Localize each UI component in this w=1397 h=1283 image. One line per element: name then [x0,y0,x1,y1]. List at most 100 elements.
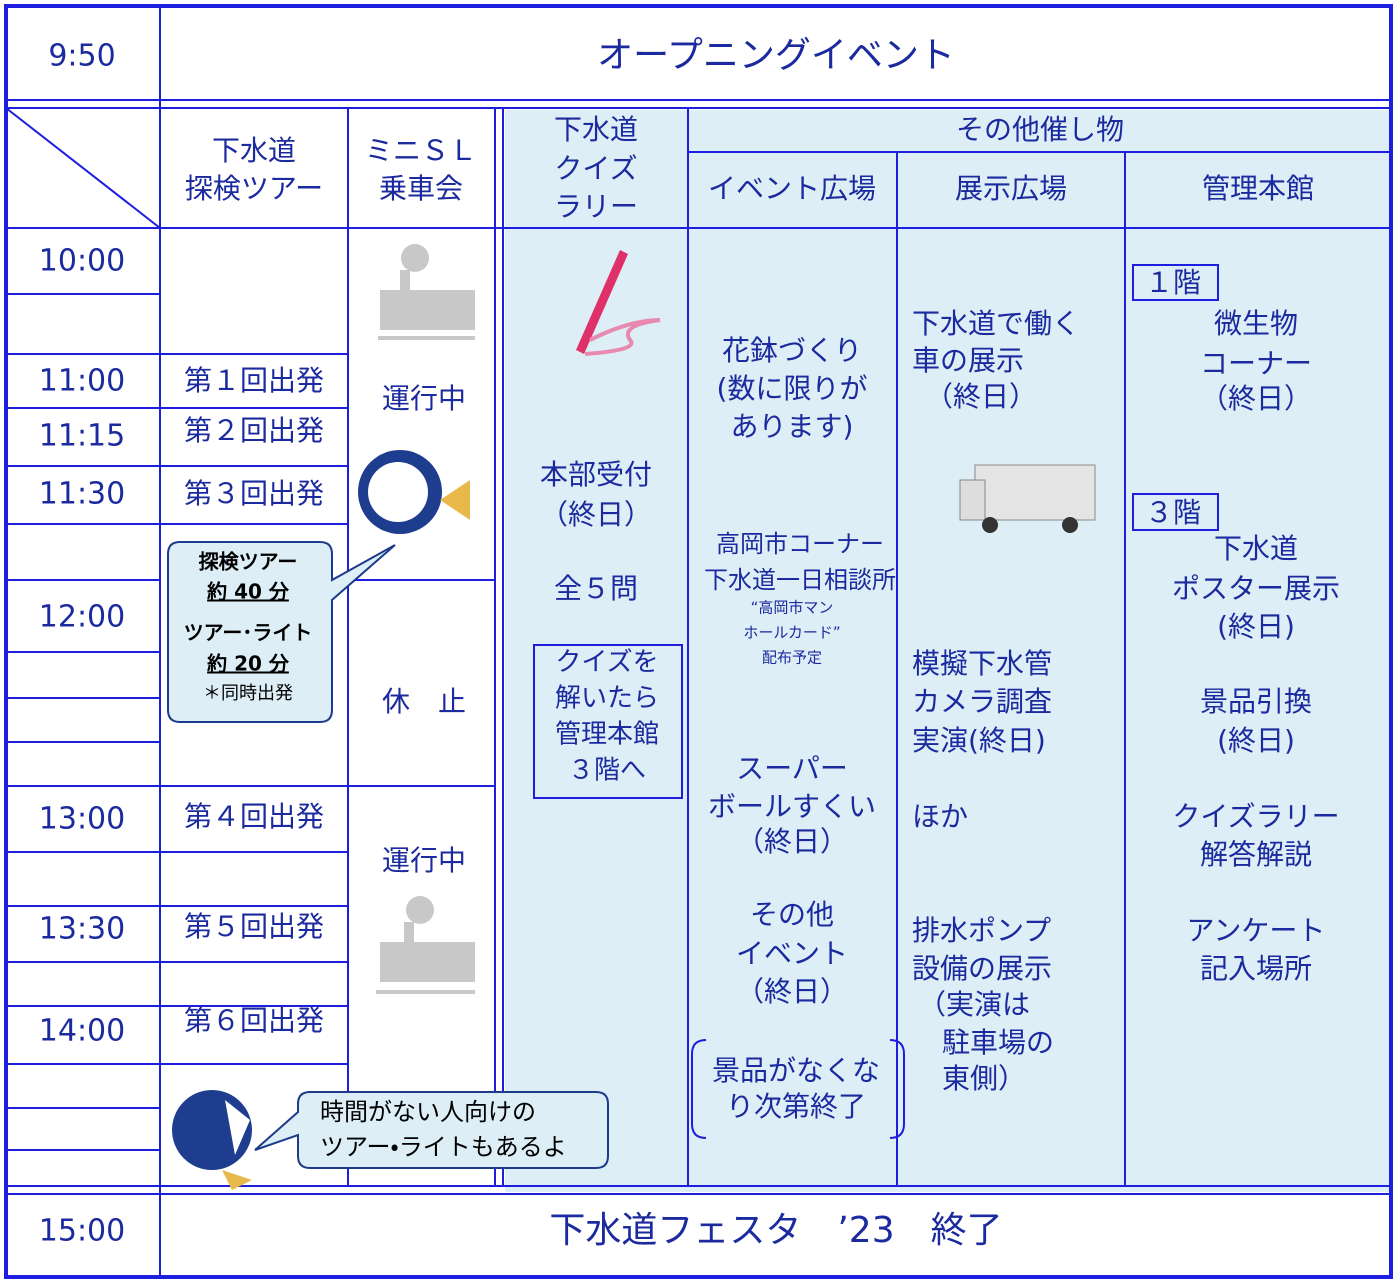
speech-text: 時間がない人向けの [320,1098,536,1126]
column-header: クイズ [554,152,637,185]
event-text: 景品がなくな [712,1054,880,1087]
column-header: 下水道 [554,113,638,146]
event-text: 下水道一日相談所 [704,566,896,594]
time-label: 11:15 [39,419,125,454]
quiz-text: （終日） [540,498,652,531]
illustrations [172,244,1096,1190]
tour-departure: 第２回出発 [184,414,324,447]
tour-departure: 第４回出発 [184,800,324,833]
time-label: 13:00 [39,802,125,837]
event-text: ボールすくい [708,790,876,823]
event-text: 花鉢づくり [722,334,862,367]
quiz-note: クイズを [555,648,658,678]
boxes [533,264,1219,1139]
time-label: 12:00 [39,600,125,635]
exhibit-text: 東側） [942,1062,1026,1095]
event-text: （終日） [736,975,848,1008]
tour-note: 探検ツアー [199,550,298,574]
time-label: 14:00 [39,1014,125,1049]
event-text: イベント [736,937,848,970]
hall-text: クイズラリー [1172,800,1339,833]
event-text: その他 [750,898,834,931]
hall-text: (終日) [1217,724,1295,757]
tour-bubble [167,541,396,723]
event-text: 配布予定 [762,649,822,667]
train-icon [378,244,475,340]
event-text: ホールカード” [743,624,840,642]
time-label: 11:30 [39,477,125,512]
tour-departure: 第３回出発 [184,477,324,510]
event-text: “高岡市マン [751,599,834,617]
sl-status: 休 止 [382,685,466,718]
speech-bubble-shape [254,1091,609,1169]
time-label: 13:30 [39,912,125,947]
exhibit-text: 設備の展示 [912,952,1052,985]
event-text: スーパー [736,752,848,785]
shaded-area [505,110,1390,1192]
column-header: イベント広場 [708,172,876,205]
hall-text: (終日) [1217,610,1295,643]
tour-note: 約 40 分 [206,580,290,604]
column-header: ミニＳＬ [365,134,477,167]
hall-text: アンケート [1187,914,1326,947]
tour-note: ＊同時出発 [203,683,293,704]
exhibit-text: カメラ調査 [912,685,1052,718]
column-header: 管理本館 [1202,172,1314,205]
hall-text: 微生物 [1214,307,1298,340]
time-label: 10:00 [39,244,125,279]
event-text: (数に限りが [717,372,868,405]
quiz-note: 管理本館 [555,720,659,750]
column-header: 乗車会 [379,172,463,205]
column-header: 下水道 [212,134,296,167]
floor-label: １階 [1145,266,1201,299]
column-header: 展示広場 [955,172,1067,205]
hall-text: 解答解説 [1200,838,1312,871]
column-header: ラリー [554,190,638,223]
event-text: あります) [731,410,854,443]
time-label: 11:00 [39,364,125,399]
tour-note: ツアー･ライト [184,621,313,645]
quiz-text: 本部受付 [540,458,652,491]
quiz-note: 解いたら [555,684,659,714]
event-text: り次第終了 [726,1090,866,1123]
hall-text: 下水道 [1214,532,1298,565]
grid [5,6,1391,1277]
exhibit-text: 実演(終日) [912,724,1046,757]
opening-title: オープニングイベント [597,35,955,76]
exhibit-text: （終日） [925,380,1037,413]
hall-text: 景品引換 [1200,685,1312,718]
hall-text: 記入場所 [1200,952,1312,985]
tour-departure: 第６回出発 [184,1004,324,1037]
truck-photo [959,464,1096,533]
hall-text: （終日） [1200,382,1312,415]
exhibit-text: （実演は [918,988,1030,1021]
tour-note: 約 20 分 [206,652,290,676]
speech-text: ツアー・ライトもあるよ [320,1133,567,1161]
column-header: その他催し物 [956,113,1124,146]
hall-text: ポスター展示 [1172,572,1340,605]
exhibit-text: ほか [912,800,968,833]
event-text: 高岡市コーナー [716,530,884,558]
quiz-text: 全５問 [554,572,638,605]
tour-departure: 第１回出発 [184,364,324,397]
time-label: 9:50 [48,39,115,74]
hall-text: コーナー [1200,347,1312,380]
time-label: 15:00 [39,1214,125,1249]
event-text: （終日） [736,825,848,858]
exhibit-text: 下水道で働く [912,307,1080,340]
train-icon [376,896,475,994]
floor-label: ３階 [1145,496,1201,529]
fish-mascot [172,1090,252,1190]
column-header: 探検ツアー [185,172,323,205]
exhibit-text: 排水ポンプ [912,914,1051,947]
outer-border [4,4,1393,1279]
exhibit-text: 車の展示 [912,344,1024,377]
quiz-note: ３階へ [568,756,646,786]
pencil-icon [576,250,661,356]
sl-status: 運行中 [382,844,466,877]
closing-title: 下水道フェスタ ’23 終了 [549,1210,1002,1251]
sl-status: 運行中 [382,382,466,415]
